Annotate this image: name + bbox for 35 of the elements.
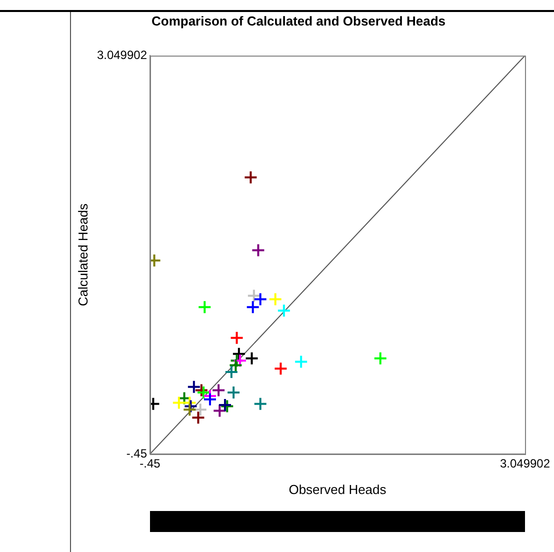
point xyxy=(224,365,238,380)
point xyxy=(251,243,266,258)
point xyxy=(268,292,282,306)
y-axis-title: Calculated Heads xyxy=(75,202,90,306)
point xyxy=(226,386,241,400)
point xyxy=(186,380,201,394)
point xyxy=(212,383,226,398)
chart-title: Comparison of Calculated and Observed Heads xyxy=(151,13,446,28)
point xyxy=(253,396,268,411)
point xyxy=(191,410,206,425)
point xyxy=(244,170,258,184)
point xyxy=(276,304,291,318)
point xyxy=(220,399,234,414)
x-axis-title: Observed Heads xyxy=(288,482,387,497)
point xyxy=(233,354,248,368)
point xyxy=(193,402,208,417)
point xyxy=(373,351,388,366)
point xyxy=(203,392,217,406)
point xyxy=(196,386,211,400)
point xyxy=(274,362,288,376)
point xyxy=(228,358,243,372)
point xyxy=(230,330,244,345)
point xyxy=(194,383,208,398)
point xyxy=(212,404,227,418)
point xyxy=(182,402,197,417)
point xyxy=(198,300,212,314)
point xyxy=(253,292,268,306)
point xyxy=(232,346,246,361)
point xyxy=(184,399,198,414)
point xyxy=(244,351,259,366)
point xyxy=(294,354,308,369)
point xyxy=(172,396,186,410)
point xyxy=(246,288,261,303)
point xyxy=(218,398,232,412)
point xyxy=(246,300,260,314)
